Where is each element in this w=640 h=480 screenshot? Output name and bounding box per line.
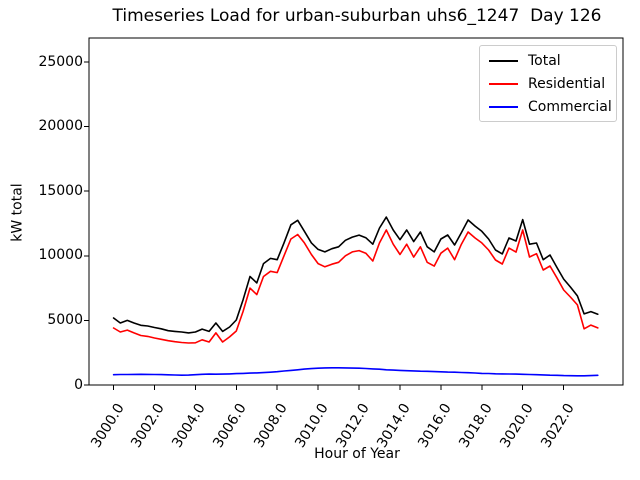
legend-item-total: Total — [489, 49, 616, 72]
series-line-commercial — [112, 366, 599, 377]
total-line-sample — [489, 59, 518, 62]
legend-item-commercial: Commercial — [489, 95, 616, 118]
series-line-residential — [112, 229, 599, 344]
legend-label: Commercial — [528, 98, 612, 115]
legend-label: Residential — [528, 75, 606, 92]
legend-label: Total — [528, 52, 561, 69]
y-tick-label: 10000 — [38, 247, 83, 264]
legend: Total Residential Commercial — [479, 45, 617, 122]
y-tick-label: 15000 — [38, 182, 83, 199]
chart-title: Timeseries Load for urban-suburban uhs6_… — [112, 6, 602, 26]
legend-item-residential: Residential — [489, 72, 616, 95]
y-tick-label: 0 — [74, 376, 83, 393]
series-line-total — [112, 216, 599, 334]
y-axis-label: kW total — [9, 183, 26, 242]
residential-line-sample — [489, 82, 518, 85]
plot-border — [88, 37, 624, 386]
x-axis-label: Hour of Year — [314, 446, 400, 462]
y-tick-label: 20000 — [38, 118, 83, 135]
y-tick-label: 5000 — [47, 311, 83, 328]
commercial-line-sample — [489, 105, 518, 108]
y-tick-label: 25000 — [38, 53, 83, 70]
